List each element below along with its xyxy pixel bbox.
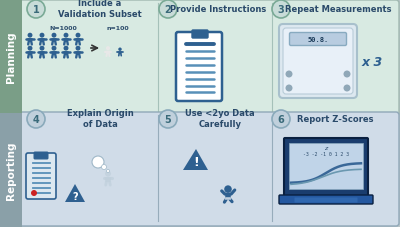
- Text: -3 -2 -1 0 1 2 3: -3 -2 -1 0 1 2 3: [303, 151, 349, 156]
- FancyBboxPatch shape: [0, 114, 22, 227]
- Polygon shape: [75, 39, 81, 43]
- Text: Provide Instructions: Provide Instructions: [170, 5, 266, 13]
- Text: ?: ?: [72, 191, 78, 201]
- Circle shape: [106, 170, 110, 173]
- Polygon shape: [51, 39, 57, 43]
- FancyBboxPatch shape: [192, 31, 208, 39]
- Polygon shape: [183, 149, 208, 170]
- Circle shape: [344, 85, 350, 92]
- Polygon shape: [51, 52, 57, 56]
- Circle shape: [76, 34, 80, 38]
- Circle shape: [40, 47, 44, 52]
- Circle shape: [28, 47, 32, 52]
- FancyBboxPatch shape: [284, 138, 368, 200]
- Circle shape: [31, 190, 37, 196]
- FancyBboxPatch shape: [289, 143, 363, 189]
- FancyBboxPatch shape: [294, 198, 358, 203]
- Polygon shape: [63, 39, 69, 43]
- Circle shape: [64, 47, 68, 52]
- Text: 6: 6: [278, 114, 284, 124]
- Text: !: !: [193, 156, 199, 169]
- Text: Reporting: Reporting: [6, 141, 16, 199]
- FancyBboxPatch shape: [34, 153, 48, 159]
- Text: 3: 3: [278, 5, 284, 15]
- Text: N=1000: N=1000: [49, 25, 77, 30]
- Text: 1: 1: [33, 5, 39, 15]
- Circle shape: [52, 47, 56, 52]
- Circle shape: [106, 47, 110, 51]
- Text: Repeat Measurements: Repeat Measurements: [285, 5, 391, 13]
- Polygon shape: [75, 52, 81, 56]
- Circle shape: [105, 171, 111, 177]
- Text: x 3: x 3: [362, 56, 383, 69]
- Circle shape: [224, 185, 232, 193]
- FancyBboxPatch shape: [290, 33, 346, 46]
- Circle shape: [76, 208, 80, 212]
- Circle shape: [76, 47, 80, 52]
- Polygon shape: [39, 39, 45, 43]
- Circle shape: [28, 34, 32, 38]
- Circle shape: [159, 111, 177, 128]
- Text: Use <2yo Data
Carefully: Use <2yo Data Carefully: [185, 109, 255, 128]
- Text: 50.8.: 50.8.: [307, 37, 329, 43]
- FancyBboxPatch shape: [176, 33, 222, 101]
- Circle shape: [159, 1, 177, 19]
- Text: 5: 5: [165, 114, 171, 124]
- Polygon shape: [39, 52, 45, 56]
- Text: 4: 4: [33, 114, 39, 124]
- Polygon shape: [105, 178, 111, 182]
- Text: z: z: [324, 145, 328, 150]
- Circle shape: [344, 71, 350, 78]
- FancyBboxPatch shape: [279, 195, 373, 204]
- Polygon shape: [118, 52, 122, 55]
- Text: Explain Origin
of Data: Explain Origin of Data: [67, 109, 133, 128]
- Circle shape: [286, 71, 292, 78]
- Polygon shape: [225, 197, 231, 200]
- Circle shape: [272, 1, 290, 19]
- Polygon shape: [27, 39, 33, 43]
- FancyBboxPatch shape: [15, 113, 399, 226]
- Polygon shape: [76, 212, 80, 215]
- FancyBboxPatch shape: [0, 0, 22, 114]
- Polygon shape: [63, 52, 69, 56]
- Circle shape: [272, 111, 290, 128]
- Text: Report Z-Scores: Report Z-Scores: [297, 114, 373, 123]
- FancyBboxPatch shape: [26, 153, 56, 199]
- Polygon shape: [65, 184, 85, 202]
- Text: Planning: Planning: [6, 31, 16, 82]
- Polygon shape: [225, 193, 231, 199]
- Circle shape: [286, 85, 292, 92]
- Circle shape: [64, 34, 68, 38]
- Circle shape: [40, 34, 44, 38]
- Text: Include a
Validation Subset: Include a Validation Subset: [58, 0, 142, 19]
- Polygon shape: [106, 52, 110, 55]
- Circle shape: [102, 165, 106, 170]
- FancyBboxPatch shape: [15, 1, 399, 116]
- Text: n=100: n=100: [107, 25, 129, 30]
- Circle shape: [118, 48, 122, 52]
- Circle shape: [52, 34, 56, 38]
- FancyBboxPatch shape: [279, 25, 357, 99]
- Polygon shape: [27, 52, 33, 56]
- Circle shape: [27, 1, 45, 19]
- FancyBboxPatch shape: [283, 29, 353, 95]
- Circle shape: [27, 111, 45, 128]
- Circle shape: [92, 156, 104, 168]
- Text: 2: 2: [165, 5, 171, 15]
